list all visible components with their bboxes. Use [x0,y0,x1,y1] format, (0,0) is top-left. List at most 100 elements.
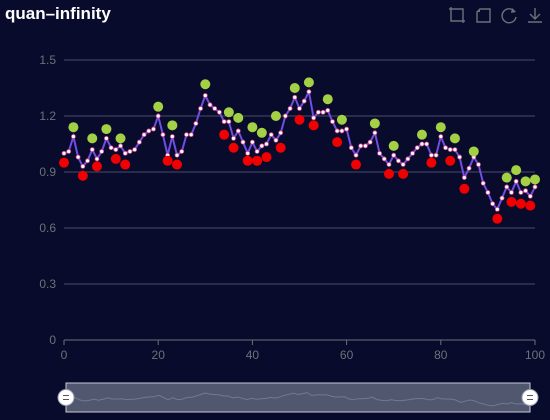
data-point [217,109,222,115]
y-tick-label: 0 [49,333,56,347]
data-point [146,128,152,134]
high-marker [115,133,126,144]
low-marker [120,159,131,170]
data-point [141,132,147,138]
data-point [99,149,105,154]
high-marker [303,77,314,88]
data-point [132,147,138,153]
data-point [339,128,345,134]
data-point [169,134,175,139]
y-tick-label: 0.9 [39,165,56,179]
data-point [273,137,279,143]
data-point [504,184,510,190]
data-point [127,149,133,154]
low-marker [383,168,394,179]
data-point [367,139,373,145]
data-point [108,145,114,151]
low-marker [398,168,409,179]
data-point [518,190,524,195]
data-point [292,94,298,100]
data-point [461,175,467,181]
high-marker [416,129,427,140]
low-marker [294,114,305,125]
y-tick-label: 1.5 [39,53,56,67]
high-marker [247,122,258,133]
data-point [447,147,453,153]
data-point [174,152,180,158]
data-point [353,152,359,158]
low-marker [261,152,272,163]
high-marker [388,140,399,151]
high-marker [322,94,333,105]
high-marker [200,79,211,90]
data-point [80,163,86,169]
data-point [320,109,326,115]
high-marker [233,112,244,123]
data-point [301,98,307,104]
data-point [66,149,72,154]
data-point [381,156,387,162]
data-point [268,132,274,138]
low-marker [59,157,69,168]
data-point [103,135,109,141]
data-point [523,188,528,194]
data-point [249,139,255,145]
high-marker [223,107,234,118]
data-point [160,132,166,138]
restore-icon[interactable] [500,6,518,24]
data-point [151,126,156,132]
data-point [254,149,260,154]
low-marker [351,159,362,170]
data-point [193,121,199,126]
data-point [396,158,401,164]
data-point [264,141,269,147]
data-point [400,162,406,167]
data-point [476,162,481,167]
data-point [89,147,95,153]
toolbox [448,6,544,24]
high-marker [153,101,164,112]
low-marker [332,137,343,148]
high-marker [501,172,512,183]
high-marker [101,124,112,135]
data-point [428,152,434,158]
zoom-slider[interactable] [65,382,531,413]
zoom-reset-icon[interactable] [474,6,492,24]
data-point [61,150,67,156]
zoom-handle-left[interactable] [57,389,75,406]
data-point [452,147,458,153]
data-point [122,150,128,156]
data-point [485,190,491,195]
data-point [358,143,364,149]
high-marker [530,174,540,185]
low-marker [228,142,239,153]
low-marker [426,157,437,168]
low-marker [162,155,173,166]
data-point [405,156,411,162]
data-point [414,145,420,151]
data-point [118,143,123,149]
data-point [424,141,430,147]
high-marker [468,146,479,157]
low-marker [110,153,121,164]
data-point [113,147,119,153]
data-point [490,201,496,207]
low-marker [492,213,503,224]
x-tick-label: 80 [434,348,448,362]
data-point [315,109,321,115]
y-tick-label: 0.3 [39,277,56,291]
data-point [363,143,368,149]
zoom-slider-preview [65,392,531,407]
low-marker [275,142,286,153]
data-point [311,115,317,121]
zoom-handle-right[interactable] [521,389,539,406]
data-point [188,132,194,138]
zoom-icon[interactable] [448,6,466,24]
data-point [85,158,90,164]
low-marker [506,196,517,207]
save-image-icon[interactable] [526,6,544,24]
low-marker [219,129,230,140]
data-point [410,150,415,156]
data-point [202,93,208,98]
data-point [212,106,218,111]
